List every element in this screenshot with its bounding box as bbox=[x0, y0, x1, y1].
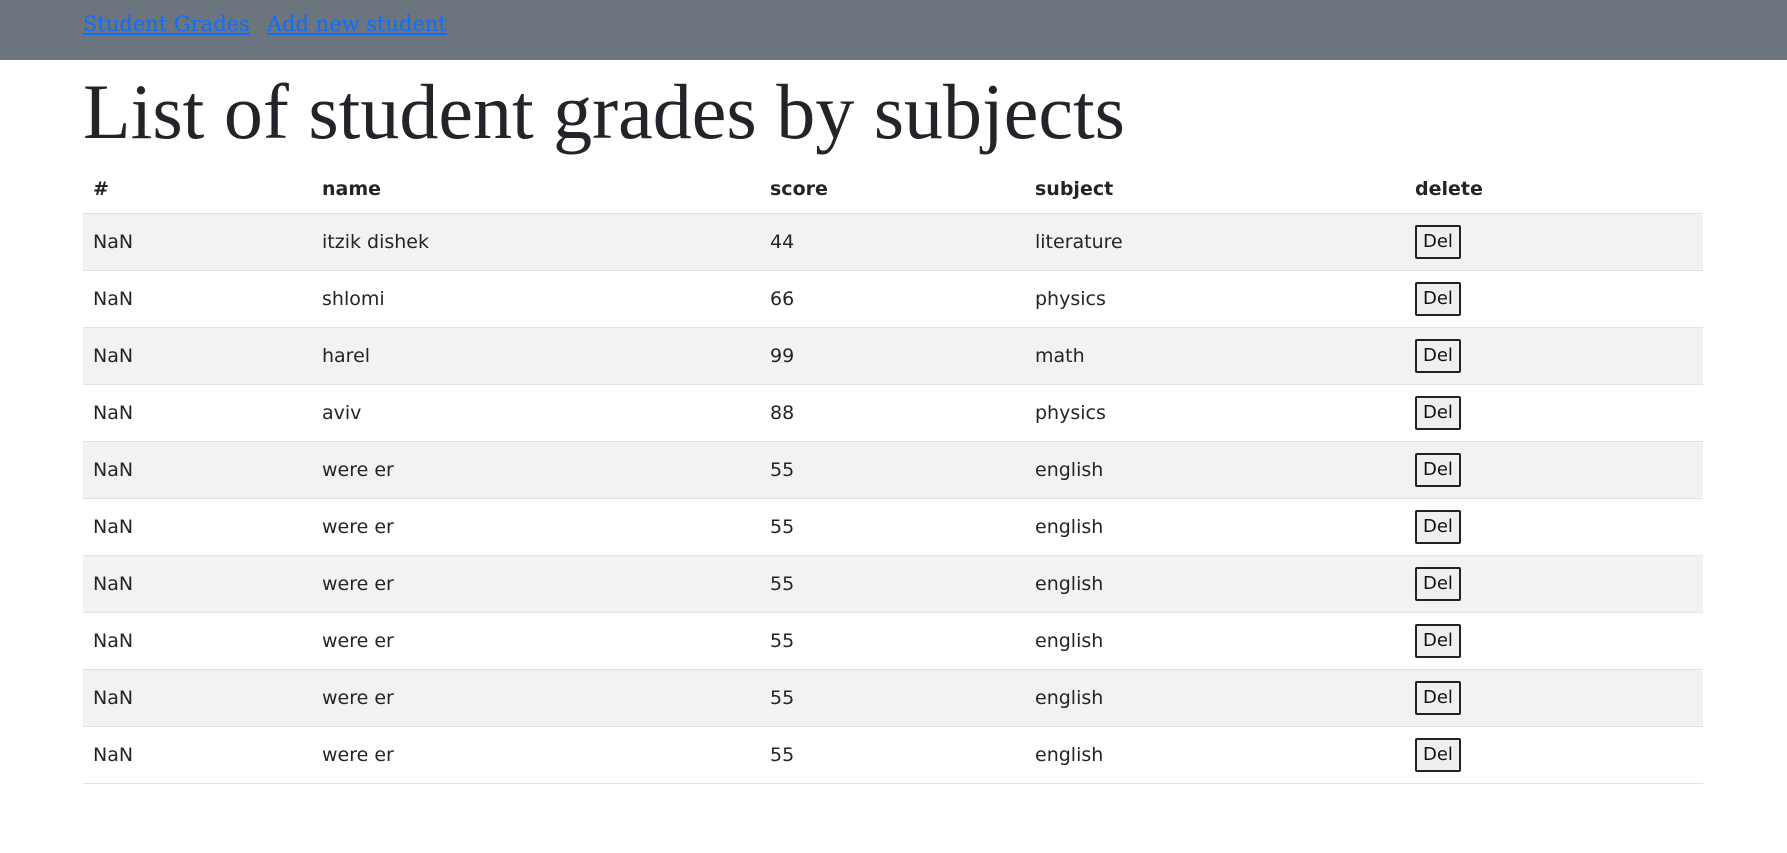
cell-number: NaN bbox=[83, 327, 312, 385]
column-header-score: score bbox=[760, 165, 1025, 214]
delete-button[interactable]: Del bbox=[1415, 339, 1461, 373]
cell-subject: physics bbox=[1025, 270, 1405, 328]
cell-subject: math bbox=[1025, 327, 1405, 385]
column-header-name: name bbox=[312, 165, 760, 214]
table-row: NaN harel 99 math Del bbox=[83, 327, 1703, 385]
cell-subject: physics bbox=[1025, 384, 1405, 442]
table-row: NaN were er 55 english Del bbox=[83, 669, 1703, 727]
cell-number: NaN bbox=[83, 213, 312, 271]
cell-score: 55 bbox=[760, 555, 1025, 613]
cell-score: 55 bbox=[760, 498, 1025, 556]
nav-links: Student Grades Add new student bbox=[83, 12, 459, 36]
cell-subject: english bbox=[1025, 669, 1405, 727]
cell-name: were er bbox=[312, 441, 760, 499]
cell-number: NaN bbox=[83, 384, 312, 442]
delete-button[interactable]: Del bbox=[1415, 567, 1461, 601]
cell-subject: english bbox=[1025, 612, 1405, 670]
navbar: Student Grades Add new student bbox=[0, 0, 1787, 60]
cell-delete: Del bbox=[1405, 498, 1703, 556]
column-header-number: # bbox=[83, 165, 312, 214]
column-header-delete: delete bbox=[1405, 165, 1703, 214]
table-row: NaN were er 55 english Del bbox=[83, 498, 1703, 556]
cell-delete: Del bbox=[1405, 669, 1703, 727]
table-row: NaN shlomi 66 physics Del bbox=[83, 270, 1703, 328]
table-row: NaN aviv 88 physics Del bbox=[83, 384, 1703, 442]
cell-number: NaN bbox=[83, 669, 312, 727]
cell-number: NaN bbox=[83, 612, 312, 670]
cell-name: were er bbox=[312, 555, 760, 613]
delete-button[interactable]: Del bbox=[1415, 510, 1461, 544]
cell-name: were er bbox=[312, 612, 760, 670]
cell-score: 55 bbox=[760, 612, 1025, 670]
delete-button[interactable]: Del bbox=[1415, 738, 1461, 772]
delete-button[interactable]: Del bbox=[1415, 681, 1461, 715]
cell-delete: Del bbox=[1405, 270, 1703, 328]
cell-number: NaN bbox=[83, 498, 312, 556]
cell-subject: english bbox=[1025, 441, 1405, 499]
cell-score: 99 bbox=[760, 327, 1025, 385]
table-row: NaN itzik dishek 44 literature Del bbox=[83, 213, 1703, 271]
column-header-subject: subject bbox=[1025, 165, 1405, 214]
cell-score: 66 bbox=[760, 270, 1025, 328]
cell-delete: Del bbox=[1405, 726, 1703, 784]
cell-delete: Del bbox=[1405, 555, 1703, 613]
cell-name: shlomi bbox=[312, 270, 760, 328]
cell-score: 88 bbox=[760, 384, 1025, 442]
cell-name: itzik dishek bbox=[312, 213, 760, 271]
table-header-row: # name score subject delete bbox=[83, 165, 1703, 214]
cell-subject: english bbox=[1025, 555, 1405, 613]
table-row: NaN were er 55 english Del bbox=[83, 441, 1703, 499]
cell-number: NaN bbox=[83, 726, 312, 784]
cell-name: were er bbox=[312, 726, 760, 784]
cell-name: aviv bbox=[312, 384, 760, 442]
cell-name: harel bbox=[312, 327, 760, 385]
cell-score: 55 bbox=[760, 726, 1025, 784]
cell-name: were er bbox=[312, 498, 760, 556]
table-row: NaN were er 55 english Del bbox=[83, 555, 1703, 613]
cell-delete: Del bbox=[1405, 213, 1703, 271]
cell-subject: english bbox=[1025, 498, 1405, 556]
cell-score: 55 bbox=[760, 441, 1025, 499]
cell-subject: english bbox=[1025, 726, 1405, 784]
table-row: NaN were er 55 english Del bbox=[83, 726, 1703, 784]
cell-subject: literature bbox=[1025, 213, 1405, 271]
cell-number: NaN bbox=[83, 555, 312, 613]
cell-number: NaN bbox=[83, 270, 312, 328]
cell-delete: Del bbox=[1405, 441, 1703, 499]
cell-delete: Del bbox=[1405, 384, 1703, 442]
grades-table: # name score subject delete NaN itzik di… bbox=[83, 165, 1703, 784]
page-title: List of student grades by subjects bbox=[83, 68, 1125, 155]
cell-number: NaN bbox=[83, 441, 312, 499]
delete-button[interactable]: Del bbox=[1415, 282, 1461, 316]
cell-delete: Del bbox=[1405, 327, 1703, 385]
nav-link-add-new-student[interactable]: Add new student bbox=[266, 12, 447, 36]
cell-score: 44 bbox=[760, 213, 1025, 271]
cell-name: were er bbox=[312, 669, 760, 727]
delete-button[interactable]: Del bbox=[1415, 396, 1461, 430]
delete-button[interactable]: Del bbox=[1415, 624, 1461, 658]
cell-score: 55 bbox=[760, 669, 1025, 727]
delete-button[interactable]: Del bbox=[1415, 453, 1461, 487]
delete-button[interactable]: Del bbox=[1415, 225, 1461, 259]
nav-link-student-grades[interactable]: Student Grades bbox=[83, 12, 250, 36]
table-row: NaN were er 55 english Del bbox=[83, 612, 1703, 670]
cell-delete: Del bbox=[1405, 612, 1703, 670]
